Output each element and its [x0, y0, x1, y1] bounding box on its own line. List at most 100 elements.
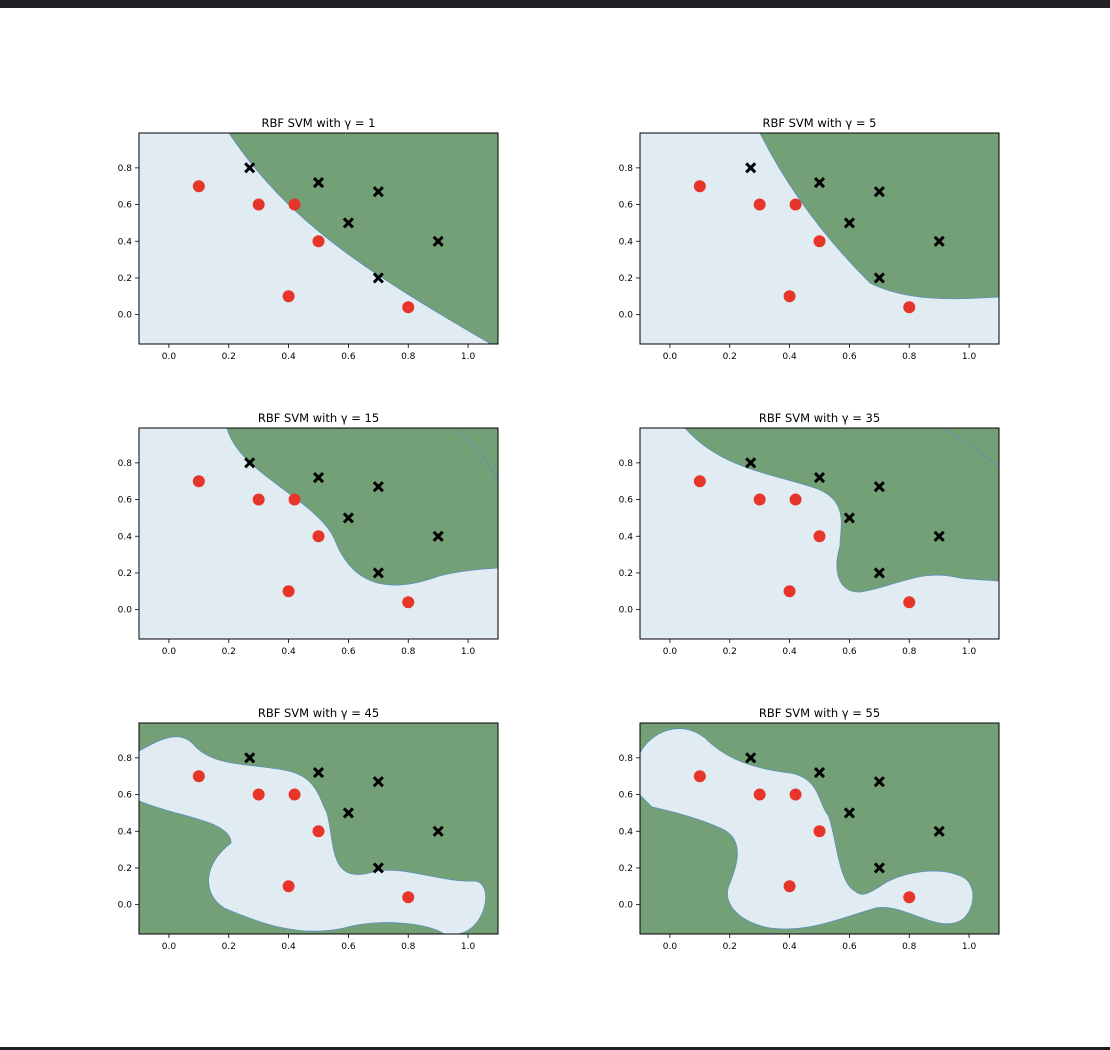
- class-b-point: [342, 807, 354, 819]
- class-a-point: [282, 290, 295, 303]
- class-b-point: [372, 776, 384, 788]
- class-a-point: [192, 475, 205, 488]
- class-a-point: [402, 301, 415, 314]
- class-b-point: [244, 752, 256, 764]
- svm-panel-1: 0.0 0.2 0.4 0.6 0.8 1.0 0.0 0.2 0.4 0.6 0.8 RBF SVM…: [118, 116, 499, 362]
- class-a-point: [402, 596, 415, 609]
- class-a-point: [753, 198, 766, 211]
- class-b-point: [745, 752, 757, 764]
- class-b-point: [244, 162, 256, 174]
- x-tick-label: 1.0: [962, 352, 977, 362]
- y-tick-label: 0.6: [118, 496, 133, 506]
- class-a-point: [693, 475, 706, 488]
- y-tick-label: 0.0: [118, 901, 133, 911]
- class-b-point: [873, 567, 885, 579]
- decision-region: [139, 736, 487, 934]
- y-tick-label: 0.8: [619, 164, 634, 174]
- y-tick-label: 0.2: [619, 569, 633, 579]
- class-b-point: [372, 862, 384, 874]
- class-b-point: [372, 272, 384, 284]
- panel-title: RBF SVM with γ = 1: [261, 116, 375, 130]
- class-a-point: [288, 493, 301, 506]
- class-a-point: [288, 788, 301, 801]
- x-tick-label: 0.2: [222, 942, 236, 952]
- class-b-point: [312, 766, 325, 779]
- class-a-point: [192, 180, 205, 193]
- plot-frame: [639, 132, 1000, 345]
- y-tick-label: 0.2: [118, 569, 132, 579]
- y-tick-label: 0.8: [118, 754, 133, 764]
- y-tick-label: 0.8: [118, 459, 133, 469]
- plot-frame: [639, 427, 1000, 640]
- svm-panel-4: 0.0 0.2 0.4 0.6 0.8 1.0 0.0 0.2 0.4 0.6 0.8 RBF SVM…: [619, 411, 1000, 657]
- x-tick-label: 0.2: [723, 647, 737, 657]
- class-a-point: [903, 596, 916, 609]
- class-a-point: [789, 493, 802, 506]
- x-tick-label: 0.6: [842, 647, 857, 657]
- class-a-point: [402, 891, 415, 904]
- decision-region: [640, 728, 974, 930]
- y-tick-label: 0.4: [118, 827, 133, 837]
- plot-frame: [138, 132, 499, 345]
- class-a-point: [693, 770, 706, 783]
- y-tick-label: 0.0: [619, 311, 634, 321]
- class-a-point: [903, 891, 916, 904]
- class-b-point: [342, 217, 354, 229]
- x-tick-label: 0.8: [401, 352, 416, 362]
- window-top-bar: [0, 0, 1110, 8]
- class-b-point: [933, 530, 945, 542]
- class-a-point: [789, 788, 802, 801]
- x-tick-label: 0.8: [902, 647, 917, 657]
- y-tick-label: 0.6: [619, 496, 634, 506]
- class-a-point: [282, 585, 295, 598]
- class-b-point: [372, 567, 384, 579]
- class-a-point: [783, 585, 796, 598]
- class-a-point: [192, 770, 205, 783]
- x-tick-label: 0.6: [842, 352, 857, 362]
- plot-frame: [138, 427, 499, 640]
- class-b-point: [432, 235, 444, 247]
- y-tick-label: 0.4: [118, 532, 133, 542]
- x-tick-label: 0.4: [782, 352, 797, 362]
- class-a-point: [783, 290, 796, 303]
- class-a-point: [813, 530, 826, 543]
- class-a-point: [813, 235, 826, 248]
- class-a-point: [753, 788, 766, 801]
- y-tick-label: 0.0: [118, 311, 133, 321]
- y-tick-label: 0.8: [118, 164, 133, 174]
- y-tick-label: 0.8: [619, 459, 634, 469]
- decision-region: [226, 428, 498, 586]
- panel-title: RBF SVM with γ = 55: [759, 706, 880, 720]
- y-tick-label: 0.4: [619, 237, 634, 247]
- decision-region: [759, 133, 999, 300]
- panel-title: RBF SVM with γ = 15: [258, 411, 379, 425]
- x-tick-label: 1.0: [962, 647, 977, 657]
- x-tick-label: 1.0: [461, 352, 476, 362]
- y-tick-label: 0.0: [619, 606, 634, 616]
- x-tick-label: 0.6: [341, 352, 356, 362]
- class-b-point: [342, 512, 354, 524]
- svm-panel-6: 0.0 0.2 0.4 0.6 0.8 1.0 0.0 0.2 0.4 0.6 0.8 RBF SVM…: [619, 706, 1000, 952]
- panel-title: RBF SVM with γ = 35: [759, 411, 880, 425]
- class-b-point: [843, 807, 855, 819]
- x-tick-label: 0.0: [663, 942, 678, 952]
- x-tick-label: 1.0: [962, 942, 977, 952]
- class-a-point: [312, 530, 325, 543]
- x-tick-label: 0.2: [723, 352, 737, 362]
- x-tick-label: 0.6: [842, 942, 857, 952]
- y-tick-label: 0.6: [118, 791, 133, 801]
- class-b-point: [745, 457, 757, 469]
- x-tick-label: 0.0: [162, 647, 177, 657]
- y-tick-label: 0.0: [118, 606, 133, 616]
- x-tick-label: 0.2: [222, 352, 236, 362]
- class-b-point: [843, 217, 855, 229]
- window-bottom-bar: [0, 1047, 1110, 1050]
- class-b-point: [843, 512, 855, 524]
- class-b-point: [312, 176, 325, 189]
- class-b-point: [933, 825, 945, 837]
- panel-title: RBF SVM with γ = 45: [258, 706, 379, 720]
- x-tick-label: 0.8: [902, 352, 917, 362]
- class-b-point: [312, 471, 325, 484]
- y-tick-label: 0.6: [619, 791, 634, 801]
- x-tick-label: 1.0: [461, 647, 476, 657]
